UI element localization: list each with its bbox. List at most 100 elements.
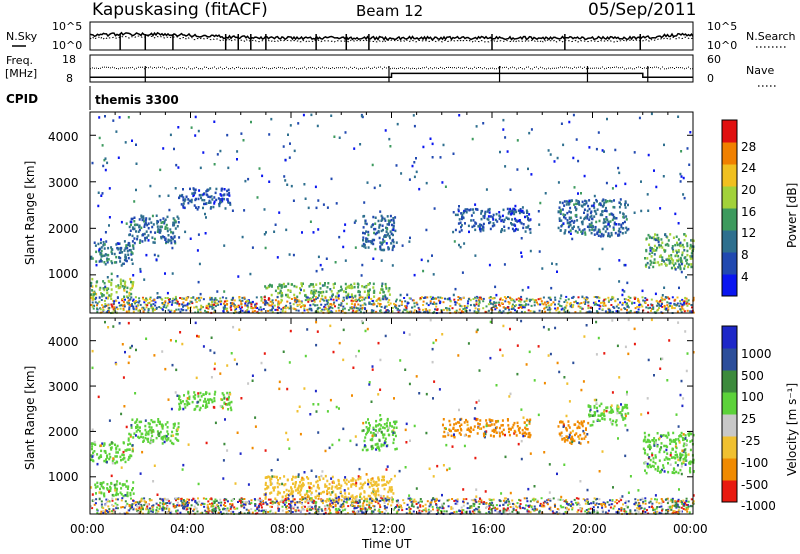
power-point	[128, 291, 131, 295]
power-point	[589, 223, 592, 227]
velocity-point	[582, 498, 585, 501]
velocity-point	[672, 438, 675, 442]
power-point	[519, 220, 522, 224]
power-point	[514, 229, 517, 232]
power-point	[580, 230, 583, 233]
power-point	[315, 289, 318, 293]
power-point	[670, 266, 673, 270]
velocity-point	[156, 430, 159, 433]
velocity-point	[302, 483, 305, 487]
velocity-point	[199, 398, 202, 402]
power-point	[675, 304, 678, 307]
power-point	[626, 305, 629, 308]
velocity-point	[470, 505, 473, 508]
velocity-point	[337, 482, 340, 486]
velocity-point	[110, 481, 113, 485]
power-point	[480, 210, 483, 213]
power-point	[567, 298, 570, 301]
power-point	[352, 300, 355, 303]
power-point	[358, 299, 361, 302]
power-point	[127, 243, 130, 247]
power-point	[315, 298, 318, 301]
velocity-point	[125, 479, 128, 483]
power-point	[652, 265, 655, 269]
power-point	[590, 214, 593, 218]
velocity-point	[462, 500, 465, 503]
power-point	[229, 203, 232, 206]
power-point	[511, 218, 514, 221]
power-point	[98, 300, 101, 303]
power-point	[383, 240, 386, 243]
velocity-point	[100, 491, 103, 495]
colorbar-band	[722, 230, 737, 253]
power-point	[138, 308, 141, 311]
velocity-point	[373, 434, 376, 437]
velocity-point	[355, 495, 358, 498]
power-point	[197, 310, 200, 313]
power-point	[657, 302, 659, 305]
power-point	[492, 305, 495, 308]
power-point	[172, 221, 175, 225]
velocity-point	[576, 420, 579, 423]
power-point	[585, 215, 588, 218]
velocity-point	[665, 456, 668, 459]
power-point	[296, 304, 299, 306]
power-point	[139, 303, 142, 306]
power-point	[672, 259, 675, 262]
power-point	[338, 136, 341, 139]
power-point	[669, 304, 671, 307]
power-point	[247, 310, 250, 313]
velocity-point	[455, 422, 458, 425]
power-point	[576, 231, 579, 234]
power-point	[475, 311, 478, 314]
power-point	[472, 298, 475, 300]
velocity-point	[99, 481, 102, 485]
power-point	[179, 194, 181, 198]
velocity-point	[102, 481, 105, 484]
velocity-point	[569, 441, 572, 444]
power-point	[287, 133, 289, 136]
power-point	[138, 228, 141, 232]
power-point	[500, 311, 503, 314]
power-point	[122, 307, 125, 310]
power-point	[132, 298, 135, 301]
velocity-point	[647, 434, 650, 437]
velocity-point	[466, 420, 469, 423]
velocity-point	[617, 407, 620, 410]
power-point	[303, 307, 306, 310]
power-point	[482, 300, 485, 303]
velocity-point	[274, 511, 277, 514]
power-point	[113, 261, 116, 264]
power-point	[520, 222, 523, 225]
velocity-point	[350, 479, 353, 482]
power-point	[319, 263, 322, 267]
power-point	[582, 301, 585, 304]
power-point	[317, 255, 320, 259]
velocity-point	[276, 493, 279, 496]
power-point	[270, 117, 273, 121]
velocity-point	[386, 429, 389, 432]
power-point	[299, 306, 302, 309]
power-point	[388, 247, 390, 250]
power-point	[197, 308, 200, 311]
power-point	[158, 306, 161, 308]
velocity-point	[94, 443, 97, 446]
power-point	[177, 221, 180, 224]
velocity-point	[688, 432, 691, 435]
power-point	[531, 298, 534, 301]
power-point	[298, 291, 301, 295]
power-point	[225, 300, 228, 303]
power-point	[304, 197, 307, 200]
velocity-point	[394, 448, 397, 451]
velocity-point	[131, 444, 134, 447]
velocity-point	[645, 440, 648, 444]
power-point	[127, 299, 130, 302]
power-point	[579, 310, 582, 313]
power-point	[598, 267, 601, 271]
power-point	[351, 307, 354, 310]
power-point	[174, 187, 177, 190]
velocity-point	[102, 486, 105, 489]
velocity-point	[111, 461, 114, 465]
velocity-point	[370, 447, 373, 451]
power-point	[541, 302, 544, 305]
